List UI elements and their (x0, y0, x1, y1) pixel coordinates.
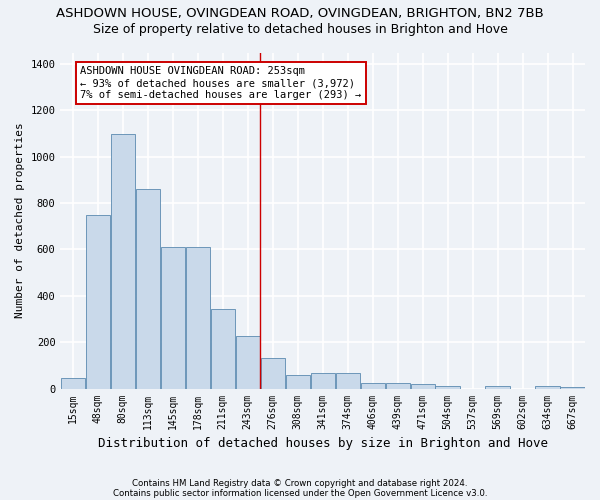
Bar (311, 374, 335, 388)
Bar (386, 383, 410, 388)
Bar (335, 374, 360, 388)
Bar (260, 358, 285, 388)
Text: ASHDOWN HOUSE, OVINGDEAN ROAD, OVINGDEAN, BRIGHTON, BN2 7BB: ASHDOWN HOUSE, OVINGDEAN ROAD, OVINGDEAN… (56, 8, 544, 20)
Bar (161, 247, 185, 388)
Bar (185, 247, 210, 388)
Bar (111, 134, 135, 388)
Bar (286, 374, 310, 388)
Bar (136, 189, 160, 388)
Text: Size of property relative to detached houses in Brighton and Hove: Size of property relative to detached ho… (92, 22, 508, 36)
Bar (535, 386, 560, 388)
Y-axis label: Number of detached properties: Number of detached properties (15, 122, 25, 318)
Text: Contains public sector information licensed under the Open Government Licence v3: Contains public sector information licen… (113, 488, 487, 498)
Text: ASHDOWN HOUSE OVINGDEAN ROAD: 253sqm
← 93% of detached houses are smaller (3,972: ASHDOWN HOUSE OVINGDEAN ROAD: 253sqm ← 9… (80, 66, 362, 100)
Bar (485, 386, 509, 388)
Bar (410, 384, 435, 388)
Bar (86, 214, 110, 388)
Bar (436, 386, 460, 388)
Text: Contains HM Land Registry data © Crown copyright and database right 2024.: Contains HM Land Registry data © Crown c… (132, 478, 468, 488)
X-axis label: Distribution of detached houses by size in Brighton and Hove: Distribution of detached houses by size … (98, 437, 548, 450)
Bar (361, 383, 385, 388)
Bar (61, 378, 85, 388)
Bar (236, 336, 260, 388)
Bar (211, 308, 235, 388)
